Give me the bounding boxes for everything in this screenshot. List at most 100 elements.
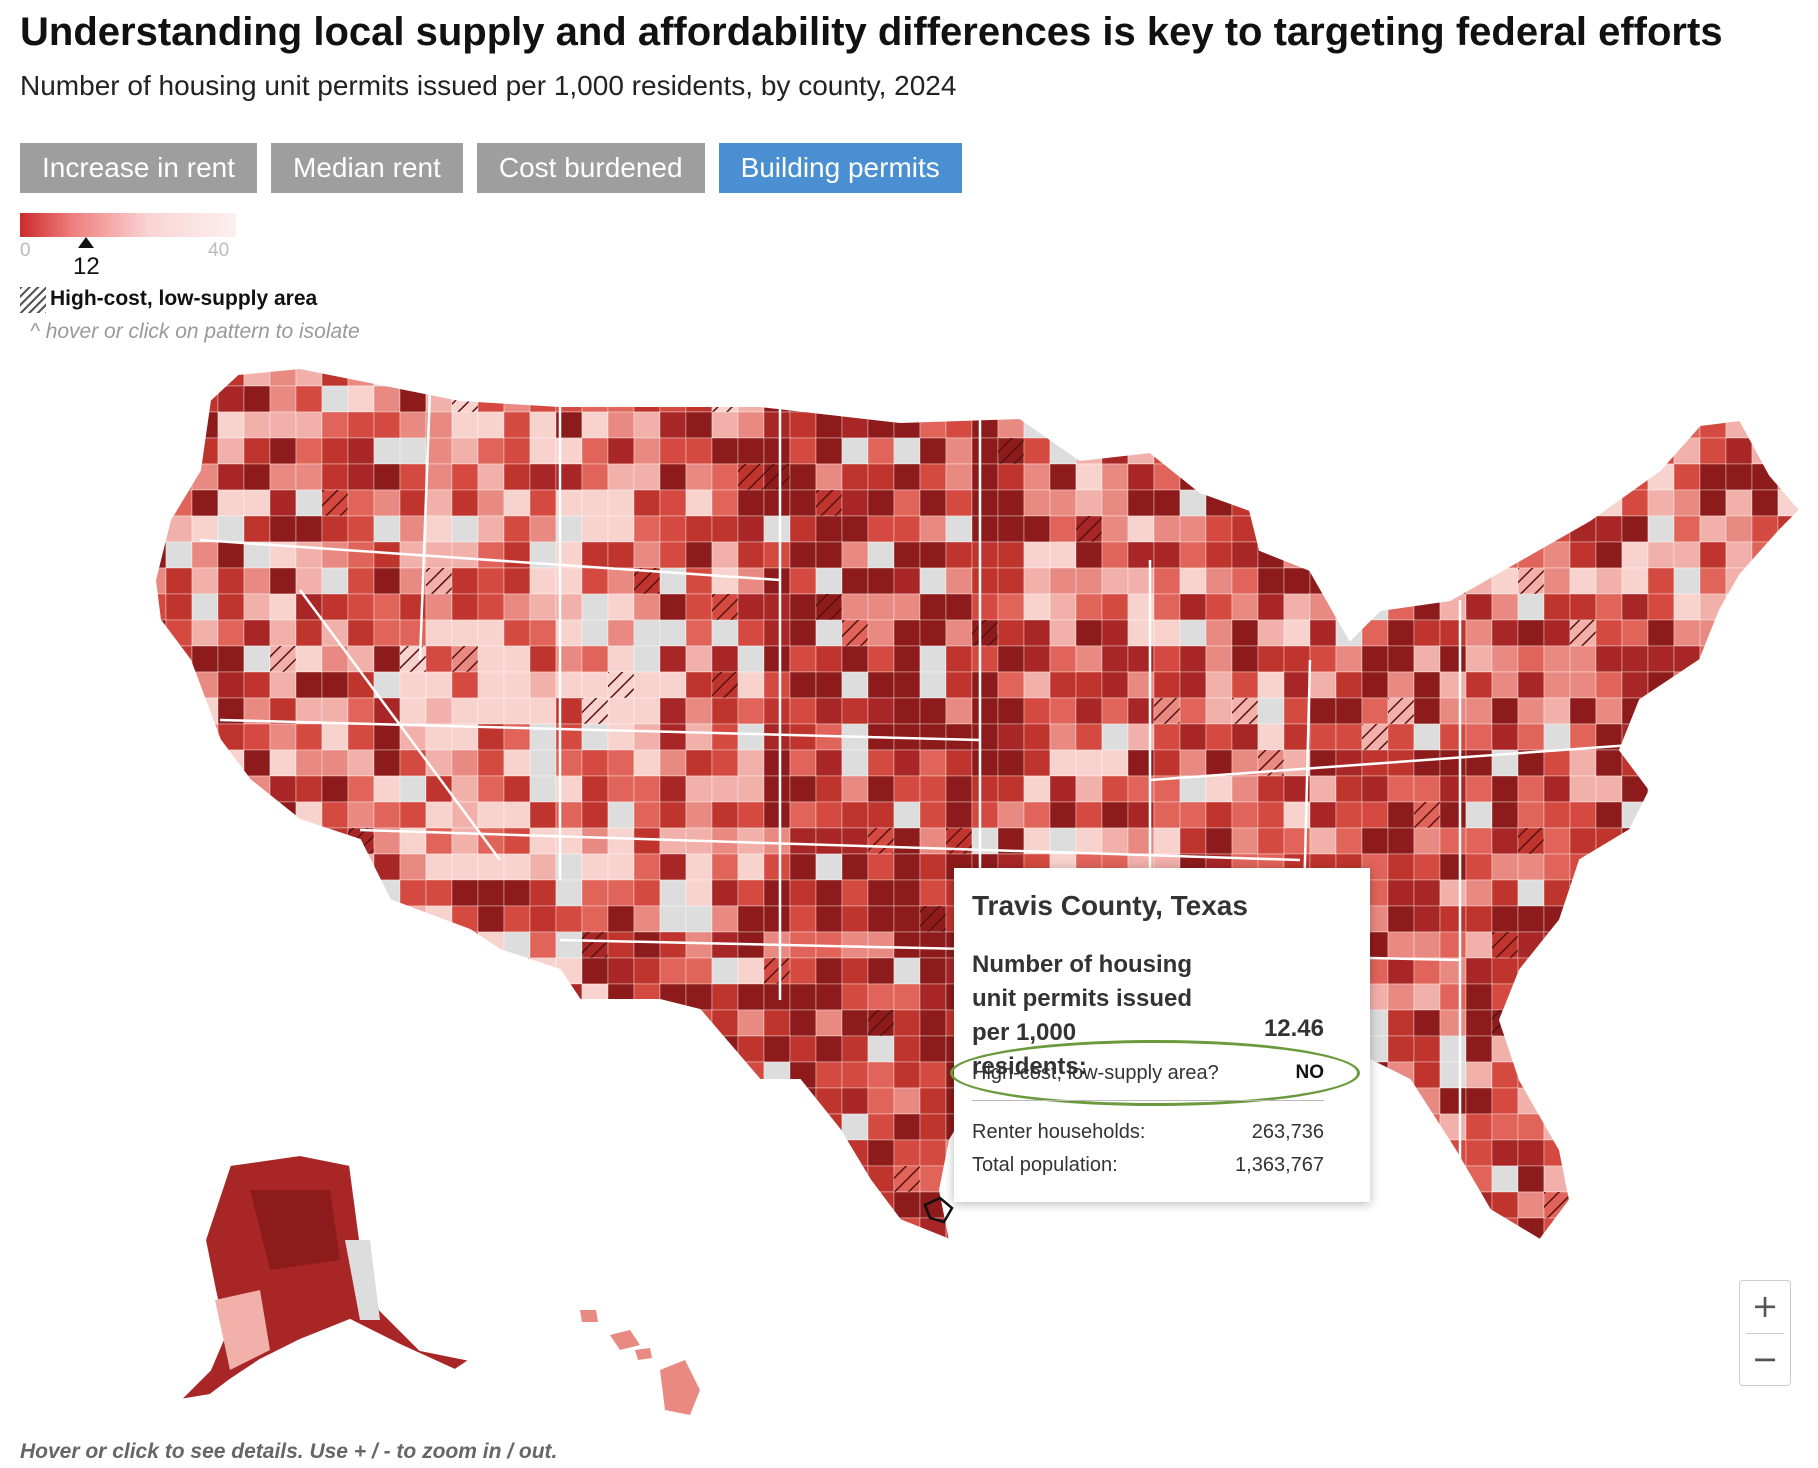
tooltip-renter-value: 263,736 [1251,1121,1324,1143]
county-cell [1257,697,1285,725]
county-cell [633,801,661,829]
county-cell [1387,853,1415,881]
tab-median-rent[interactable]: Median rent [271,143,463,193]
high-cost-hatch [764,464,790,490]
county-cell [893,671,921,699]
high-cost-hatch [1518,568,1544,594]
county-cell [1309,619,1337,647]
county-cell [1413,567,1441,595]
county-cell [1179,411,1207,439]
county-cell [1595,515,1623,543]
county-cell [1777,749,1800,777]
county-cell [633,1061,661,1089]
county-cell [1673,827,1701,855]
county-cell [1804,724,1818,750]
county-cell [373,567,401,595]
county-cell [1517,1191,1545,1219]
county-cell [841,515,869,543]
county-cell [1725,1139,1753,1167]
county-cell [295,1035,323,1063]
county-cell [373,385,401,413]
county-cell [165,879,193,907]
county-cell [1361,697,1389,725]
county-cell [1804,1114,1818,1140]
county-cell [1075,541,1103,569]
county-cell [191,879,219,907]
county-cell [1543,697,1571,725]
county-cell [1647,905,1675,933]
county-cell [685,1087,713,1115]
county-cell [607,723,635,751]
county-cell [919,671,947,699]
county-cell [1232,1244,1258,1270]
high-cost-hatch [348,1036,374,1062]
county-cell [529,645,557,673]
county-cell [633,645,661,673]
county-cell [399,931,427,959]
county-cell [1335,515,1363,543]
county-cell [789,905,817,933]
county-cell [1777,645,1800,673]
county-cell [1621,1165,1649,1193]
county-cell [633,1217,661,1240]
tab-building-permits[interactable]: Building permits [718,143,962,193]
high-cost-hatch [582,698,608,724]
county-cell [1517,671,1545,699]
county-cell [451,1139,479,1167]
county-cell [243,749,271,777]
county-cell [1491,801,1519,829]
county-cell [155,697,167,725]
county-cell [633,1035,661,1063]
high-cost-hatch [1232,464,1258,490]
county-cell [529,983,557,1011]
county-cell [763,411,791,439]
county-cell [555,1139,583,1167]
county-cell [503,515,531,543]
county-cell [815,1191,843,1219]
county-cell [217,567,245,595]
zoom-out-button[interactable]: − [1751,1340,1779,1378]
county-cell [321,801,349,829]
tab-cost-burdened[interactable]: Cost burdened [476,143,705,193]
county-cell [1804,828,1818,854]
county-cell [1465,775,1493,803]
county-cell [191,489,219,517]
county-cell [399,1217,427,1240]
county-cell [1335,749,1363,777]
high-cost-legend-label[interactable]: High-cost, low-supply area [50,287,318,310]
county-cell [1439,1165,1467,1193]
county-cell [607,515,635,543]
county-cell [633,853,661,881]
county-cell [1179,671,1207,699]
county-cell [155,1035,167,1063]
county-cell [1231,489,1259,517]
us-county-map[interactable] [0,360,1818,1420]
county-cell [1128,1244,1154,1270]
county-cell [295,931,323,959]
county-cell [373,775,401,803]
county-cell [763,775,791,803]
county-cell [893,411,921,439]
county-cell [971,411,999,439]
county-cell [1699,1087,1727,1115]
county-cell [867,931,895,959]
hatch-pattern-icon[interactable] [20,287,46,313]
county-cell [1517,697,1545,725]
county-cell [1569,1035,1597,1063]
tooltip-metric-value: 12.46 [1263,1015,1324,1042]
tab-increase-in-rent[interactable]: Increase in rent [20,143,257,193]
county-cell [1751,593,1779,621]
county-cell [347,1035,375,1063]
county-cell [1751,1191,1779,1219]
county-cell [1751,723,1779,751]
high-cost-hatch [348,1062,374,1088]
county-cell [1413,368,1441,387]
county-cell [1804,438,1818,464]
county-cell [399,983,427,1011]
county-cell [217,1113,245,1141]
county-cell [1543,411,1571,439]
county-cell [243,1009,271,1037]
county-cell [1465,827,1493,855]
county-cell [711,957,739,985]
zoom-in-button[interactable]: + [1751,1287,1779,1325]
